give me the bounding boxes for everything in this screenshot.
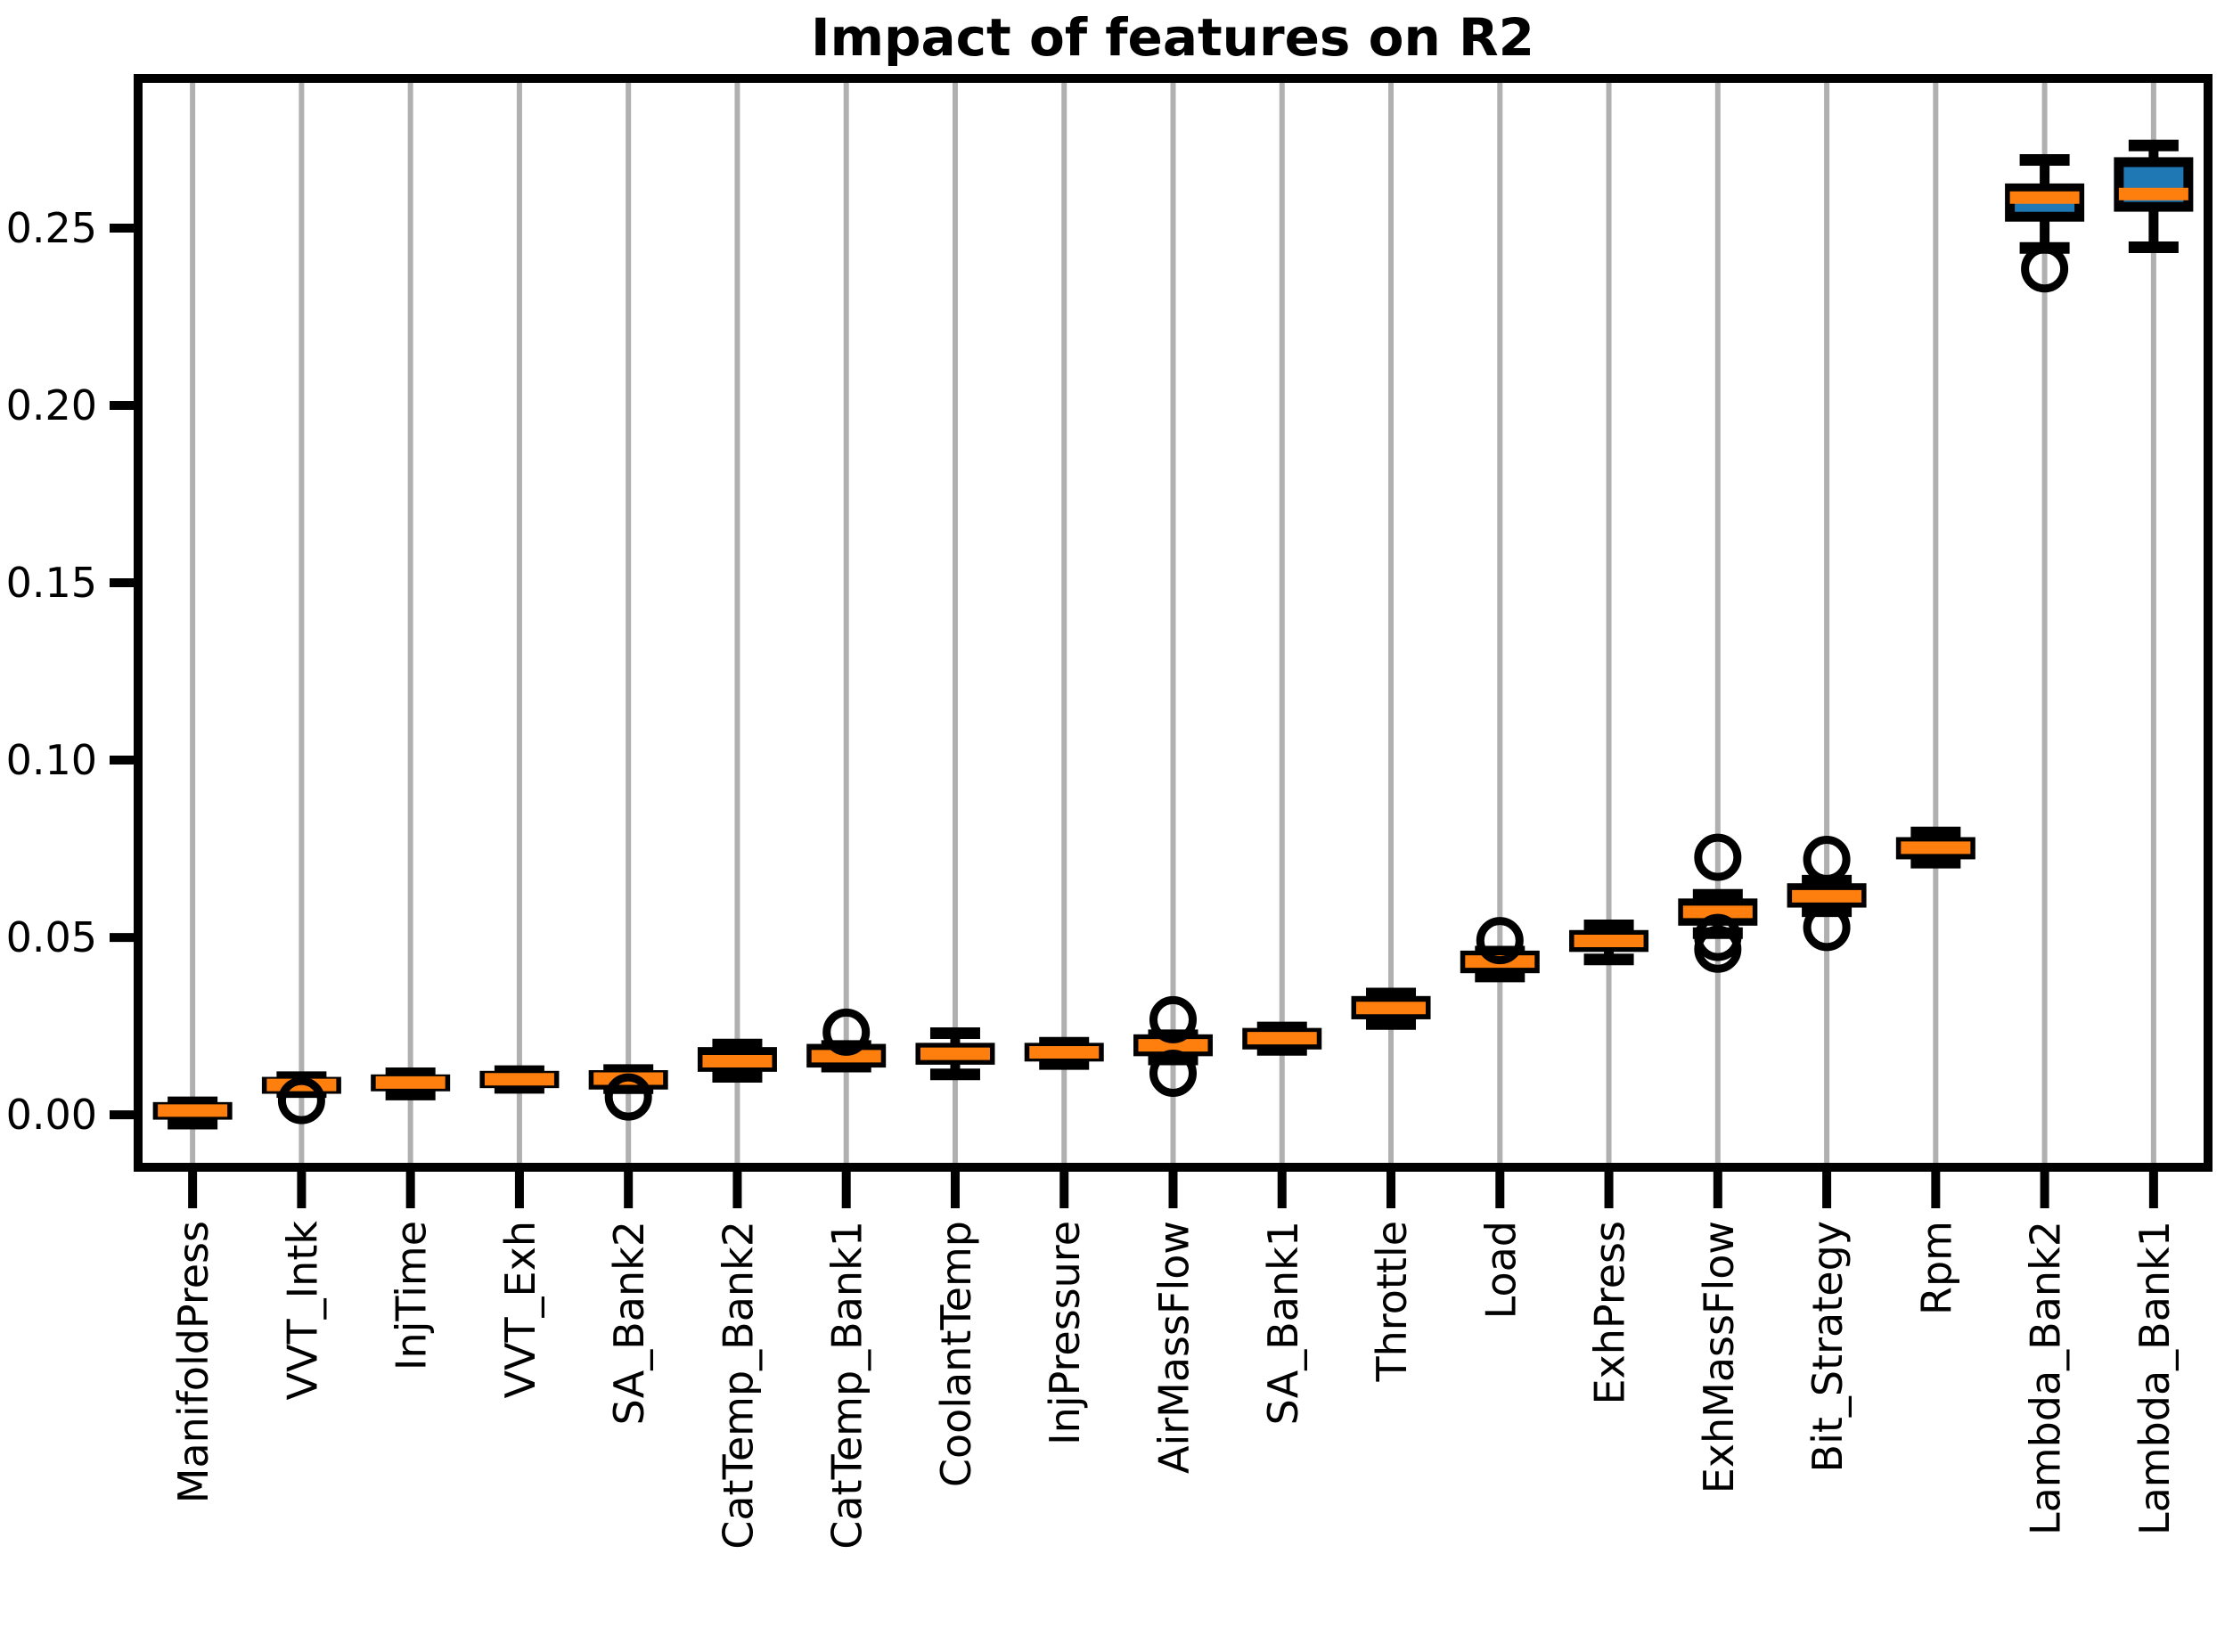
axes-frame bbox=[134, 74, 2213, 1172]
boxplot-cattemp_bank2 bbox=[697, 1038, 777, 1083]
boxplot-vvt_intk bbox=[261, 1071, 341, 1125]
x-tick-label: SA_Bank2 bbox=[605, 1221, 653, 1425]
x-tick-label: CatTemp_Bank2 bbox=[714, 1221, 762, 1550]
box-layer bbox=[152, 139, 2194, 1130]
boxplot-exhpress bbox=[1569, 920, 1649, 966]
outlier-marker bbox=[1694, 833, 1742, 881]
boxplot-sa_bank2 bbox=[588, 1064, 668, 1121]
boxplot-airmassflow bbox=[1133, 995, 1213, 1098]
x-tick-label: Bit_Strategy bbox=[1804, 1221, 1852, 1472]
outlier-marker bbox=[604, 1073, 652, 1121]
x-tick-label: CatTemp_Bank1 bbox=[823, 1221, 871, 1550]
x-tick-label: VVT_Intk bbox=[278, 1221, 326, 1401]
boxplot-coolanttemp bbox=[915, 1027, 995, 1081]
boxplot-lambda_bank2 bbox=[2005, 154, 2085, 293]
outlier-marker bbox=[1803, 904, 1851, 952]
boxplot-cattemp_bank1 bbox=[806, 1008, 887, 1073]
boxplot-injpressure bbox=[1024, 1036, 1104, 1070]
y-tick-label: 0.10 bbox=[6, 736, 97, 784]
x-tick-label: Load bbox=[1476, 1221, 1525, 1319]
y-tick-label: 0.25 bbox=[6, 204, 97, 252]
boxplot-lambda_bank1 bbox=[2114, 139, 2194, 253]
x-tick-label: ManifoldPress bbox=[169, 1221, 217, 1503]
outlier-marker bbox=[277, 1076, 325, 1125]
boxplot-exhmassflow bbox=[1678, 833, 1758, 973]
y-tick-label: 0.15 bbox=[6, 559, 97, 607]
x-tick-label: Lambda_Bank1 bbox=[2131, 1221, 2179, 1535]
x-tick-label: Lambda_Bank2 bbox=[2022, 1221, 2070, 1535]
outlier-marker bbox=[2021, 245, 2069, 293]
outlier-marker bbox=[1149, 995, 1197, 1043]
outlier-marker bbox=[1803, 835, 1851, 883]
x-tick-label: ExhMassFlow bbox=[1695, 1221, 1743, 1493]
x-tick-label: InjTime bbox=[388, 1221, 436, 1370]
boxplot-load bbox=[1460, 917, 1540, 983]
y-tick-label: 0.05 bbox=[6, 913, 97, 961]
boxplot-sa_bank1 bbox=[1242, 1021, 1322, 1056]
outlier-marker bbox=[1476, 917, 1524, 965]
x-tick-label: Rpm bbox=[1912, 1221, 1960, 1315]
boxplot-manifoldpress bbox=[152, 1096, 233, 1130]
chart-title: Impact of features on R2 bbox=[811, 7, 1534, 68]
boxplot-throttle bbox=[1351, 987, 1431, 1030]
y-tick-label: 0.00 bbox=[6, 1091, 97, 1139]
boxplot-rpm bbox=[1895, 826, 1975, 869]
grid-layer bbox=[190, 83, 2156, 1163]
boxplot-vvt_exh bbox=[479, 1065, 560, 1094]
x-tick-label: SA_Bank1 bbox=[1259, 1221, 1307, 1425]
x-tick-label: InjPressure bbox=[1041, 1221, 1089, 1445]
x-tick-label: VVT_Exh bbox=[496, 1221, 544, 1398]
x-tick-label: CoolantTemp bbox=[932, 1221, 980, 1487]
y-tick-label: 0.20 bbox=[6, 381, 97, 429]
x-tick-label: Throttle bbox=[1368, 1221, 1416, 1382]
boxplot-injtime bbox=[371, 1067, 451, 1100]
boxplot-bit_strategy bbox=[1787, 835, 1867, 952]
axis-layer: 0.00 0.05 0.10 0.15 0.20 0.25 ManifoldPress VVT… bbox=[6, 74, 2213, 1550]
x-tick-label: AirMassFlow bbox=[1150, 1221, 1198, 1474]
outlier-marker bbox=[1694, 925, 1742, 973]
x-tick-label: ExhPress bbox=[1586, 1221, 1634, 1405]
outlier-marker bbox=[822, 1008, 871, 1056]
outlier-marker bbox=[1149, 1050, 1197, 1098]
